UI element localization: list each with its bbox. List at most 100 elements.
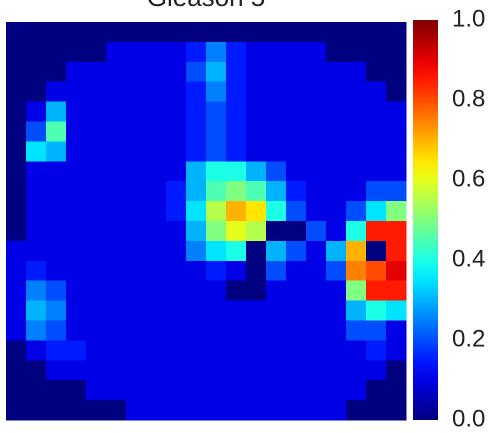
cell <box>366 101 387 122</box>
cell <box>346 260 367 282</box>
cell <box>266 141 287 162</box>
cell <box>26 221 47 242</box>
cell <box>146 101 167 122</box>
cell <box>146 340 167 361</box>
cell <box>386 221 407 242</box>
cell <box>306 300 327 321</box>
cell <box>266 221 287 242</box>
cell <box>346 41 367 63</box>
cell <box>306 101 327 122</box>
cell <box>186 22 207 43</box>
cell <box>266 201 287 222</box>
cell <box>226 22 247 43</box>
cell <box>86 320 107 341</box>
cell <box>66 221 87 242</box>
cell <box>126 61 147 83</box>
cell <box>6 400 27 421</box>
colorbar-tick-label: 0.2 <box>452 325 485 352</box>
cell <box>306 61 327 83</box>
cell <box>286 240 307 262</box>
cell <box>206 360 227 381</box>
cell <box>366 181 387 202</box>
cell <box>166 121 187 142</box>
cell <box>386 300 407 321</box>
cell <box>386 260 407 282</box>
cell <box>46 221 67 242</box>
cell <box>86 22 107 43</box>
cell <box>6 360 27 381</box>
cell <box>126 221 147 242</box>
cell <box>26 400 47 421</box>
cell <box>206 300 227 321</box>
cell <box>26 260 47 282</box>
cell <box>166 320 187 341</box>
cell <box>26 340 47 361</box>
cell <box>286 380 307 401</box>
cell <box>326 340 347 361</box>
cell <box>126 41 147 63</box>
cell <box>46 380 67 401</box>
cell <box>206 181 227 202</box>
cell <box>346 141 367 162</box>
cell <box>26 320 47 341</box>
cell <box>106 181 127 202</box>
cell <box>246 161 267 182</box>
cell <box>366 22 387 43</box>
cell <box>126 201 147 222</box>
cell <box>66 260 87 282</box>
cell <box>386 141 407 162</box>
cell <box>86 360 107 381</box>
cell <box>286 221 307 242</box>
colorbar-tick-label: 0.0 <box>452 405 485 432</box>
colorbar-tick-label: 0.6 <box>452 165 485 192</box>
cell <box>46 181 67 202</box>
cell <box>346 400 367 421</box>
cell <box>326 400 347 421</box>
cell <box>66 81 87 103</box>
cell <box>226 360 247 381</box>
cell <box>126 300 147 321</box>
cell <box>106 300 127 321</box>
cell <box>206 320 227 341</box>
cell <box>246 81 267 103</box>
cell <box>306 41 327 63</box>
cell <box>366 61 387 83</box>
cell <box>166 360 187 381</box>
cell <box>286 161 307 182</box>
cell <box>186 141 207 162</box>
cell <box>106 400 127 421</box>
cell <box>126 400 147 421</box>
cell <box>266 22 287 43</box>
cell <box>86 380 107 401</box>
cell <box>226 201 247 222</box>
cell <box>206 161 227 182</box>
cell <box>66 181 87 202</box>
cell <box>306 201 327 222</box>
cell <box>266 161 287 182</box>
cell <box>386 161 407 182</box>
cell <box>46 280 67 302</box>
cell <box>386 380 407 401</box>
cell <box>86 81 107 103</box>
cell <box>326 81 347 103</box>
cell <box>186 360 207 381</box>
cell <box>346 101 367 122</box>
colorbar-tick-label: 0.8 <box>452 85 485 112</box>
cell <box>326 41 347 63</box>
cell <box>346 181 367 202</box>
cell <box>326 61 347 83</box>
cell <box>146 260 167 282</box>
cell <box>26 380 47 401</box>
cell <box>386 340 407 361</box>
cell <box>366 320 387 341</box>
cell <box>286 400 307 421</box>
cell <box>46 41 67 63</box>
cell <box>246 380 267 401</box>
cell <box>306 81 327 103</box>
cell <box>106 161 127 182</box>
cell <box>346 201 367 222</box>
cell <box>46 61 67 83</box>
cell <box>86 121 107 142</box>
cell <box>346 300 367 321</box>
